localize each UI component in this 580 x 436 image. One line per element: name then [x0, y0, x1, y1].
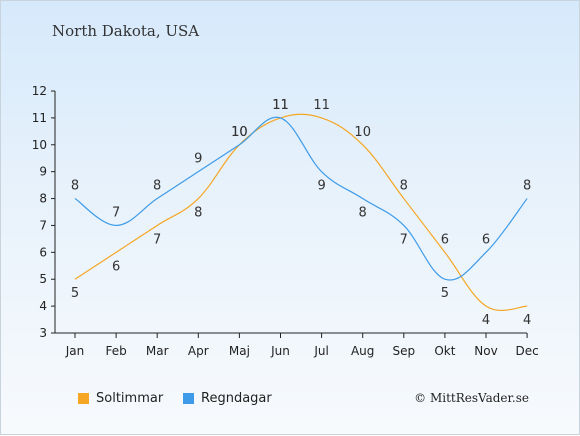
data-label-soltimmar: 4 — [523, 313, 531, 328]
x-tick-label: Maj — [229, 344, 250, 358]
legend-label-sun: Soltimmar — [96, 391, 164, 406]
data-label-soltimmar: 10 — [354, 125, 371, 140]
y-tick-label: 4 — [39, 299, 47, 313]
x-tick-label: Mar — [146, 344, 169, 358]
legend-swatch-rain — [183, 393, 194, 404]
legend-swatch-sun — [78, 393, 89, 404]
data-label-regndagar: 8 — [523, 179, 531, 194]
x-tick-label: Sep — [392, 344, 415, 358]
data-label-soltimmar: 6 — [112, 259, 120, 274]
y-tick-label: 6 — [39, 245, 47, 259]
data-label-soltimmar: 11 — [313, 98, 330, 113]
data-label-regndagar: 7 — [400, 232, 408, 247]
data-label-regndagar: 11 — [272, 98, 289, 113]
data-label-soltimmar: 8 — [400, 179, 408, 194]
data-label-regndagar: 10 — [231, 125, 248, 140]
data-label-soltimmar: 5 — [71, 286, 79, 301]
y-tick-label: 3 — [39, 326, 47, 340]
legend-label-rain: Regndagar — [201, 391, 272, 406]
data-label-regndagar: 9 — [317, 179, 325, 194]
data-label-soltimmar: 6 — [441, 232, 449, 247]
data-label-regndagar: 8 — [153, 179, 161, 194]
y-tick-label: 7 — [39, 218, 47, 232]
series-line-regndagar — [74, 116, 528, 281]
data-label-regndagar: 9 — [194, 152, 202, 167]
data-label-regndagar: 6 — [482, 232, 490, 247]
x-tick-label: Nov — [474, 344, 497, 358]
data-label-soltimmar: 11 — [272, 98, 289, 113]
x-tick-label: Dec — [515, 344, 538, 358]
x-tick-label: Feb — [105, 344, 126, 358]
chart-axes: 3 4 5 6 7 8 9 10 11 12 Jan Feb Mar Apr Maj Jun Jul Aug Sep… — [32, 84, 539, 358]
x-tick-label: Apr — [188, 344, 209, 358]
data-label-regndagar: 7 — [112, 205, 120, 220]
legend-item-sun: Soltimmar — [78, 391, 163, 406]
data-label-soltimmar: 10 — [231, 125, 248, 140]
data-label-regndagar: 8 — [71, 179, 79, 194]
data-label-soltimmar: 4 — [482, 313, 490, 328]
y-tick-label: 9 — [39, 165, 47, 179]
y-tick-label: 8 — [39, 192, 47, 206]
series-lines — [74, 113, 528, 311]
data-label-regndagar: 5 — [441, 286, 449, 301]
x-tick-label: Aug — [351, 344, 374, 358]
y-tick-label: 5 — [39, 272, 47, 286]
x-tick-label: Okt — [434, 344, 455, 358]
copyright-text: © MittResVader.se — [414, 391, 529, 405]
data-label-soltimmar: 8 — [194, 206, 202, 221]
series-line-soltimmar — [74, 113, 528, 311]
x-tick-label: Jun — [270, 344, 290, 358]
data-label-regndagar: 8 — [359, 206, 367, 221]
y-tick-label: 12 — [32, 84, 47, 98]
data-label-soltimmar: 7 — [153, 232, 161, 247]
y-tick-label: 10 — [32, 138, 47, 152]
legend-item-rain: Regndagar — [183, 391, 272, 406]
y-tick-label: 11 — [32, 111, 47, 125]
x-tick-label: Jan — [65, 344, 85, 358]
x-tick-label: Jul — [313, 344, 328, 358]
chart-title: North Dakota, USA — [52, 22, 200, 40]
